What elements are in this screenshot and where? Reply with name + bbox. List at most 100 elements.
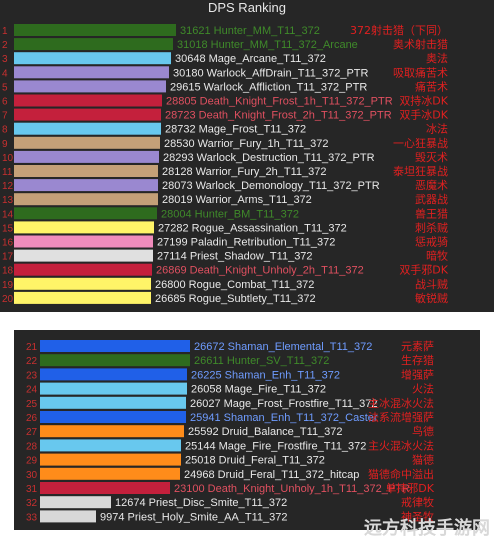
bar xyxy=(14,249,153,262)
bar-value-label: 27199 Paladin_Retribution_T11_372 xyxy=(157,237,335,249)
bar xyxy=(40,496,111,509)
bar xyxy=(40,411,186,423)
annotation-label: 奥术射击猎 xyxy=(393,37,448,51)
bar xyxy=(40,453,181,466)
bar xyxy=(40,482,170,494)
rank-label: 24 xyxy=(26,385,38,396)
annotation-label: 双手冰DK xyxy=(399,108,448,122)
bar-value-label: 25018 Druid_Feral_T11_372 xyxy=(185,455,325,467)
bar-value-label: 26800 Rogue_Combat_T11_372 xyxy=(155,279,314,291)
bar xyxy=(40,439,181,452)
bar-value-label: 26027 Mage_Frost_Frostfire_T11_372 xyxy=(190,398,378,410)
annotation-label: 刺杀贼 xyxy=(415,220,448,234)
rank-label: 21 xyxy=(26,342,38,353)
bar-value-label: 30180 Warlock_AffDrain_T11_372_PTR xyxy=(173,67,369,79)
bar-value-label: 31018 Hunter_MM_T11_372_Arcane xyxy=(177,39,358,51)
annotation-label: 戒律牧 xyxy=(401,495,434,509)
bar-value-label: 29615 Warlock_Affliction_T11_372_PTR xyxy=(170,81,367,93)
bar xyxy=(14,263,152,276)
bar xyxy=(14,221,154,234)
bar xyxy=(14,193,158,206)
bar-value-label: 28723 Death_Knight_Frost_2h_T11_372_PTR xyxy=(165,110,392,122)
bar-value-label: 12674 Priest_Disc_Smite_T11_372 xyxy=(115,497,287,509)
annotation-label: 奥法 xyxy=(426,51,448,65)
bar xyxy=(14,52,171,65)
bar-value-label: 26058 Mage_Fire_T11_372 xyxy=(191,384,326,396)
annotation-label: 暗牧 xyxy=(426,249,448,263)
rank-label: 15 xyxy=(2,223,14,234)
bar xyxy=(40,382,187,395)
annotation-label: 主火混冰火法 xyxy=(368,438,434,452)
bar-value-label: 26685 Rogue_Subtlety_T11_372 xyxy=(155,293,316,305)
bar xyxy=(14,150,159,163)
chart-bottom-svg: 21 26672 Shaman_Elemental_T11_372 元素萨 22 266… xyxy=(26,340,435,523)
rank-label: 5 xyxy=(2,82,8,93)
rank-label: 18 xyxy=(2,266,14,277)
rank-label: 30 xyxy=(26,470,38,481)
bar xyxy=(14,136,160,149)
rank-label: 28 xyxy=(26,441,38,452)
bar xyxy=(40,340,190,352)
annotation-label: 痛苦术 xyxy=(415,79,448,93)
bar-value-label: 27114 Priest_Shadow_T11_372 xyxy=(157,251,313,263)
rank-label: 12 xyxy=(2,181,14,192)
annotation-label: 增强萨 xyxy=(401,367,434,381)
bar-value-label: 24968 Druid_Feral_T11_372_hitcap xyxy=(184,469,359,481)
bar xyxy=(40,467,180,480)
rank-label: 25 xyxy=(26,399,38,410)
bar-value-label: 26225 Shaman_Enh_T11_372 xyxy=(191,369,340,381)
annotation-label: 火法 xyxy=(412,382,434,396)
annotation-label: 战斗贼 xyxy=(415,277,448,291)
bar xyxy=(14,24,176,36)
bar xyxy=(14,66,169,79)
rank-label: 1 xyxy=(2,26,8,37)
bar-value-label: 31621 Hunter_MM_T11_372 xyxy=(180,25,320,37)
bar-value-label: 28293 Warlock_Destruction_T11_372_PTR xyxy=(163,152,375,164)
bar xyxy=(40,354,190,367)
bar-value-label: 9974 Priest_Holy_Smite_AA_T11_372 xyxy=(100,511,288,523)
bar xyxy=(14,235,153,248)
annotation-label: 主冰混冰火法 xyxy=(368,396,434,410)
annotation-label: 单持邪DK xyxy=(385,481,434,495)
rank-label: 8 xyxy=(2,125,8,136)
bar-value-label: 28004 Hunter_BM_T11_372 xyxy=(161,208,299,220)
bar-value-label: 26869 Death_Knight_Unholy_2h_T11_372 xyxy=(156,265,364,277)
annotation-label: 猫德 xyxy=(412,453,434,467)
bar xyxy=(14,108,161,121)
bar-value-label: 26672 Shaman_Elemental_T11_372 xyxy=(194,341,372,353)
bar xyxy=(40,368,187,381)
bar-value-label: 25592 Druid_Balance_T11_372 xyxy=(188,426,343,438)
bar-value-label: 25941 Shaman_Enh_T11_372_Caster xyxy=(190,412,378,424)
annotation-label: 法系流增强萨 xyxy=(368,410,434,424)
chart-top-panel: DPS Ranking 1 31621 Hunter_MM_T11_372 372射… xyxy=(0,0,494,312)
annotation-label: 神圣牧 xyxy=(401,509,434,523)
rank-label: 17 xyxy=(2,252,14,263)
annotation-label: 武器战 xyxy=(415,193,448,206)
bar xyxy=(14,277,151,290)
bar xyxy=(14,38,173,51)
bar-value-label: 28530 Warrior_Fury_1h_T11_372 xyxy=(164,138,328,150)
rank-label: 14 xyxy=(2,209,14,220)
annotation-label: 猫德命中溢出 xyxy=(368,467,434,481)
rank-label: 29 xyxy=(26,456,38,467)
bar xyxy=(14,165,158,177)
bar-value-label: 28732 Mage_Frost_T11_372 xyxy=(165,124,306,136)
bar-value-label: 28073 Warlock_Demonology_T11_372_PTR xyxy=(162,180,380,192)
annotation-label: 生存猎 xyxy=(401,353,434,367)
bar xyxy=(14,122,161,135)
annotation-label: 双手邪DK xyxy=(399,263,448,277)
bar xyxy=(14,207,157,220)
annotation-label: 一心狂暴战 xyxy=(393,137,448,150)
bar xyxy=(14,80,166,93)
annotation-label: 兽王猎 xyxy=(415,206,448,220)
annotation-label: 毁灭术 xyxy=(415,150,448,164)
rank-label: 23 xyxy=(26,370,38,381)
rank-label: 16 xyxy=(2,238,14,249)
bar-value-label: 28805 Death_Knight_Frost_1h_T11_372_PTR xyxy=(166,96,393,108)
bar xyxy=(40,396,186,409)
rank-label: 11 xyxy=(2,167,13,178)
chart-top-svg: 1 31621 Hunter_MM_T11_372 372射击猎（下同）2 31018… xyxy=(2,23,449,305)
chart-bottom-panel: 21 26672 Shaman_Elemental_T11_372 元素萨 22 266… xyxy=(14,330,480,530)
annotation-label: 吸取痛苦术 xyxy=(393,65,448,79)
bar-value-label: 23100 Death_Knight_Unholy_1h_T11_372_PTR xyxy=(174,483,410,495)
